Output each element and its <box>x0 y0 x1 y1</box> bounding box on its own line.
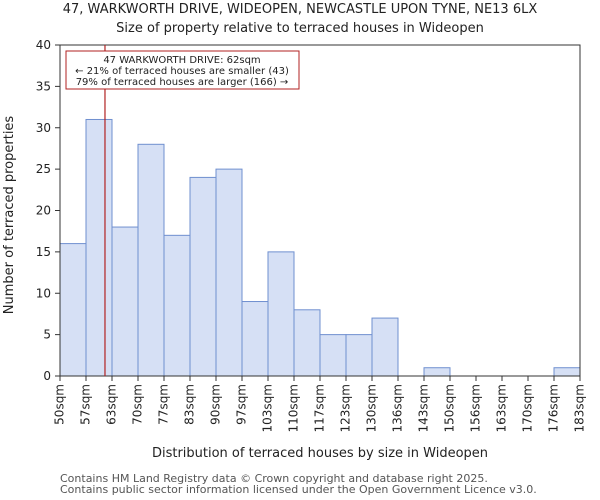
bar-70sqm <box>137 143 165 377</box>
x-ticks-group: 50sqm 57sqm 63sqm 70sqm 77sqm 83sqm 90sqm 97sqm… <box>53 376 587 432</box>
x-tick-label-97sqm: 97sqm <box>235 384 249 425</box>
y-tick-label: 15 <box>36 245 51 259</box>
bar-123sqm <box>345 334 373 377</box>
y-tick-label: 10 <box>36 286 51 300</box>
y-tick-label: 20 <box>36 204 51 218</box>
x-tick-label-90sqm: 90sqm <box>209 384 223 425</box>
bar-143sqm <box>423 367 451 377</box>
y-axis-label: Number of terraced properties <box>2 116 17 315</box>
x-tick-label-57sqm: 57sqm <box>79 384 93 425</box>
bar-176sqm <box>553 367 581 377</box>
x-tick-label-143sqm: 143sqm <box>417 384 431 432</box>
x-tick-label-136sqm: 136sqm <box>391 384 405 432</box>
annotation-line-3: 79% of terraced houses are larger (166) … <box>76 77 289 88</box>
bars-group <box>59 118 581 377</box>
bar-83sqm <box>189 176 217 377</box>
bar-57sqm <box>85 118 113 377</box>
annotation-line-1: 47 WARKWORTH DRIVE: 62sqm <box>103 55 260 66</box>
x-tick-label-70sqm: 70sqm <box>131 384 145 425</box>
footer-line-2: Contains public sector information licen… <box>60 483 537 496</box>
x-tick-label-83sqm: 83sqm <box>183 384 197 425</box>
bar-117sqm <box>319 334 347 377</box>
x-tick-label-123sqm: 123sqm <box>339 384 353 432</box>
annotation-box: 47 WARKWORTH DRIVE: 62sqm ← 21% of terra… <box>65 50 300 90</box>
y-tick-label: 30 <box>36 121 51 135</box>
x-tick-label-183sqm: 183sqm <box>573 384 587 432</box>
bar-130sqm <box>371 317 399 377</box>
bar-50sqm <box>59 243 87 377</box>
chart-title: 47, WARKWORTH DRIVE, WIDEOPEN, NEWCASTLE… <box>63 2 538 17</box>
y-ticks-group: 0 5 10 15 20 25 30 35 40 <box>36 38 60 383</box>
bar-103sqm <box>267 251 295 377</box>
bar-110sqm <box>293 309 321 377</box>
bar-77sqm <box>163 234 191 377</box>
y-tick-label: 35 <box>36 79 51 93</box>
x-tick-label-63sqm: 63sqm <box>105 384 119 425</box>
x-tick-label-156sqm: 156sqm <box>469 384 483 432</box>
annotation-line-2: ← 21% of terraced houses are smaller (43… <box>75 66 289 77</box>
x-tick-label-130sqm: 130sqm <box>365 384 379 432</box>
bar-90sqm <box>215 168 243 377</box>
y-tick-label: 25 <box>36 162 51 176</box>
x-tick-label-163sqm: 163sqm <box>495 384 509 432</box>
footer-line-1: Contains HM Land Registry data © Crown c… <box>60 472 488 485</box>
bar-97sqm <box>241 301 269 377</box>
x-axis-label: Distribution of terraced houses by size … <box>152 446 488 461</box>
x-tick-label-176sqm: 176sqm <box>547 384 561 432</box>
y-tick-label: 5 <box>43 328 51 342</box>
chart-subtitle: Size of property relative to terraced ho… <box>116 21 484 36</box>
x-tick-label-110sqm: 110sqm <box>287 384 301 432</box>
bar-63sqm <box>111 226 139 377</box>
x-tick-label-170sqm: 170sqm <box>521 384 535 432</box>
plot-frame <box>59 44 581 377</box>
x-tick-label-103sqm: 103sqm <box>261 384 275 432</box>
x-tick-label-150sqm: 150sqm <box>443 384 457 432</box>
x-tick-label-77sqm: 77sqm <box>157 384 171 425</box>
y-tick-label: 40 <box>36 38 51 52</box>
x-tick-label-50sqm: 50sqm <box>53 384 67 425</box>
y-tick-label: 0 <box>43 369 51 383</box>
x-tick-label-117sqm: 117sqm <box>313 384 327 432</box>
